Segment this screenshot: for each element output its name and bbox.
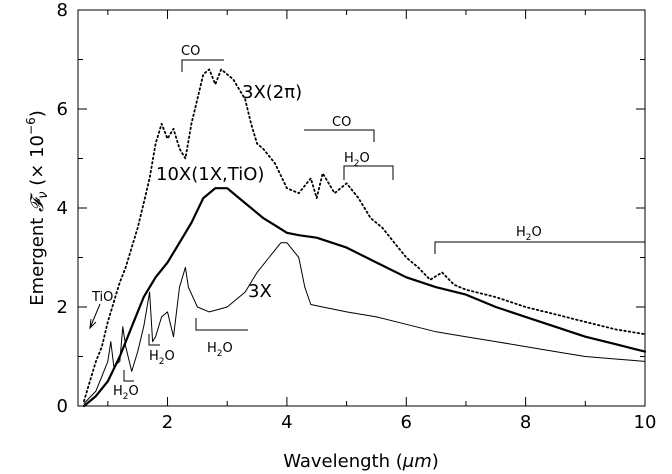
series-line-0 bbox=[83, 68, 646, 402]
y-tick-label: 2 bbox=[57, 297, 68, 318]
label-3x: 3X bbox=[248, 281, 272, 302]
tio-arrow bbox=[89, 303, 101, 329]
label-3x-2pi: 3X(2π) bbox=[242, 82, 302, 103]
x-tick-label: 4 bbox=[281, 412, 292, 433]
h2o-bracket-2 bbox=[148, 334, 160, 346]
y-axis-title: Emergent 𝓕ν (× 10−6) bbox=[24, 110, 51, 306]
x-axis-title: Wavelength (μm) bbox=[283, 451, 439, 472]
tio-label: TiO bbox=[91, 290, 113, 305]
h2o-bracket-5 bbox=[434, 241, 645, 254]
y-tick-label: 6 bbox=[57, 99, 68, 120]
h2o-label-3: H2O bbox=[207, 341, 233, 359]
h2o-label-2: H2O bbox=[149, 349, 175, 367]
label-10x-tio: 10X(1X,TiO) bbox=[156, 164, 264, 185]
h2o-label-1: H2O bbox=[113, 384, 139, 402]
y-tick-label: 8 bbox=[57, 0, 68, 21]
co-bracket-1 bbox=[181, 59, 224, 72]
x-tick-label: 6 bbox=[401, 412, 412, 433]
co-label-1: CO bbox=[181, 44, 200, 59]
co-bracket-2 bbox=[304, 129, 375, 142]
h2o-bracket-3 bbox=[195, 318, 248, 331]
h2o-bracket-1 bbox=[123, 370, 134, 382]
h2o-label-5: H2O bbox=[516, 225, 542, 243]
series-line-1 bbox=[82, 187, 647, 408]
x-tick-label: 2 bbox=[162, 412, 173, 433]
x-tick-label: 10 bbox=[634, 412, 657, 433]
tio-arrowhead bbox=[89, 318, 97, 330]
band-annotations: TiO H2O H2O H2O CO CO H2O H2O bbox=[89, 44, 645, 402]
co-label-2: CO bbox=[332, 115, 351, 130]
series-line-2 bbox=[83, 242, 646, 404]
h2o-label-4: H2O bbox=[344, 151, 370, 169]
plot-frame bbox=[77, 9, 646, 407]
h2o-bracket-4 bbox=[343, 165, 394, 180]
y-tick-label: 4 bbox=[57, 198, 68, 219]
series-layer bbox=[82, 68, 647, 408]
x-tick-label: 8 bbox=[520, 412, 531, 433]
axis-ticks: 2 4 6 8 10 0 2 4 6 8 bbox=[57, 0, 657, 433]
y-tick-label: 0 bbox=[57, 396, 68, 417]
series-labels: 3X(2π) 10X(1X,TiO) 3X bbox=[156, 82, 302, 302]
